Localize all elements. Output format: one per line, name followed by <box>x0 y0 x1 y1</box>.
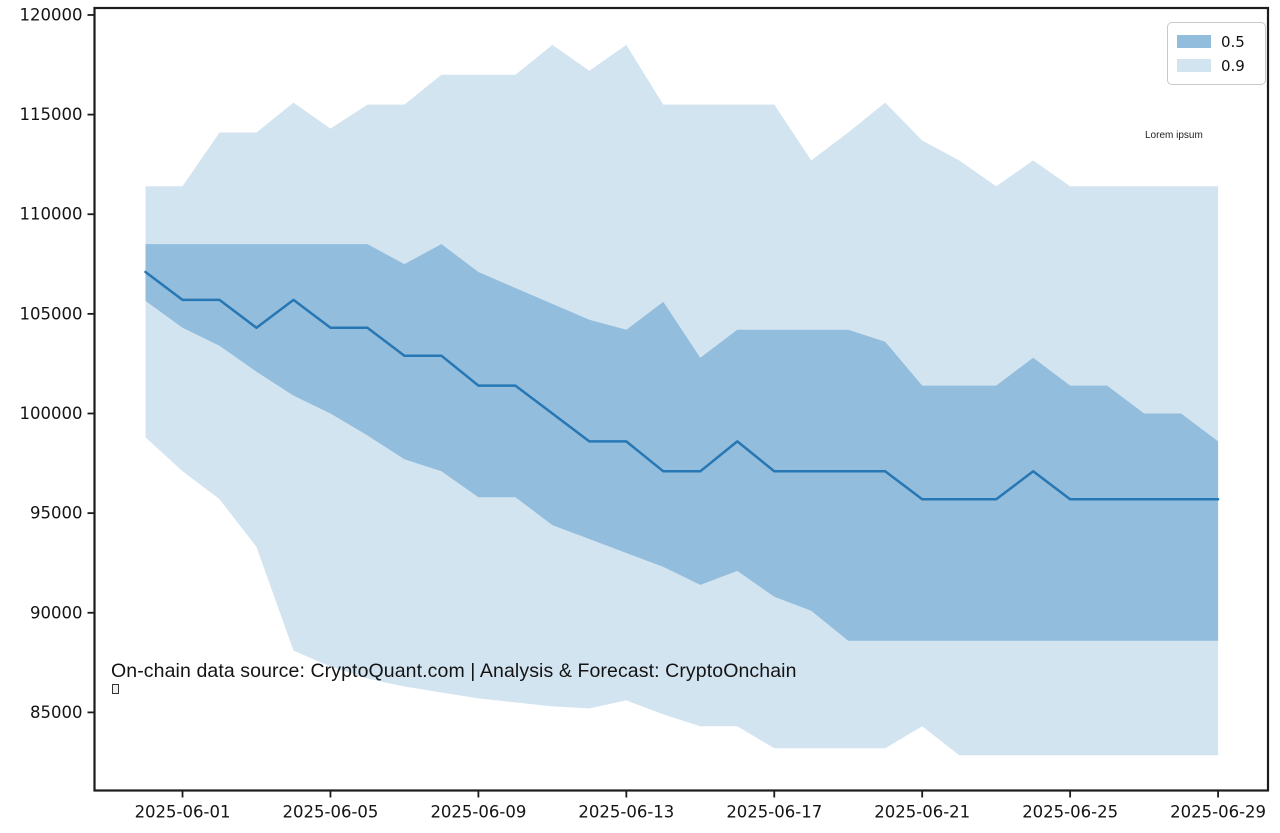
x-tick-label: 2025-06-29 <box>1170 803 1266 822</box>
watermark-text: Lorem ipsum <box>1145 130 1203 141</box>
x-tick-label: 2025-06-13 <box>578 803 674 822</box>
x-tick-label: 2025-06-05 <box>283 803 379 822</box>
y-tick-label: 110000 <box>20 205 83 224</box>
y-tick-label: 95000 <box>30 504 83 523</box>
y-tick-label: 100000 <box>20 404 83 423</box>
x-tick-label: 2025-06-21 <box>874 803 970 822</box>
x-tick-label: 2025-06-01 <box>135 803 231 822</box>
legend-swatch-09-icon <box>1177 59 1211 72</box>
legend-entry-09: 0.9 <box>1168 57 1265 75</box>
legend-label-05: 0.5 <box>1221 32 1245 51</box>
x-tick-label: 2025-06-17 <box>726 803 822 822</box>
legend-swatch-05-icon <box>1177 35 1211 48</box>
legend: 0.5 0.9 <box>1167 22 1266 85</box>
legend-label-09: 0.9 <box>1221 56 1245 75</box>
legend-entry-05: 0.5 <box>1168 33 1265 51</box>
confidence-band-0.5 <box>145 244 1219 641</box>
y-tick-label: 85000 <box>30 703 83 722</box>
y-tick-label: 105000 <box>20 304 83 323</box>
plot-border <box>93 6 1270 792</box>
missing-glyph-box <box>112 684 119 694</box>
y-tick-label: 90000 <box>30 603 83 622</box>
x-tick-label: 2025-06-09 <box>430 803 526 822</box>
y-tick-label: 120000 <box>20 5 83 24</box>
source-annotation: On-chain data source: CryptoQuant.com | … <box>111 660 797 682</box>
x-tick-label: 2025-06-25 <box>1022 803 1118 822</box>
median-forecast-line <box>144 270 1220 501</box>
y-tick-label: 115000 <box>20 105 83 124</box>
